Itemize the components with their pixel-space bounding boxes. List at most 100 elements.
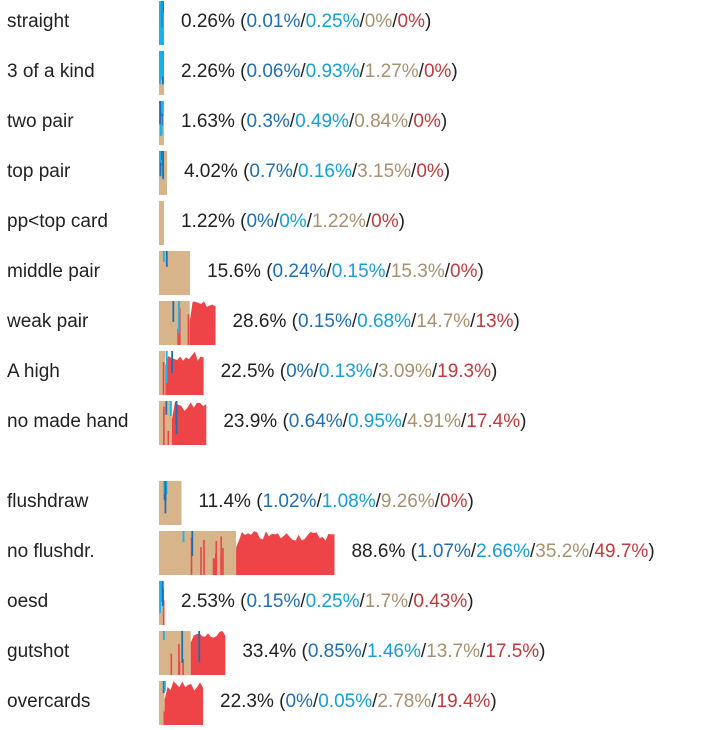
value-label: 28.6% (0.15%/0.68%/14.7%/13%) [232,311,519,332]
value-label: 22.5% (0%/0.13%/3.09%/19.3%) [221,361,498,382]
category-label: oesd [7,591,48,612]
bar-texture [161,581,164,606]
bar-texture [203,540,205,575]
value-label: 1.63% (0.3%/0.49%/0.84%/0%) [181,111,447,132]
bar-segment-red [236,531,335,575]
bar-texture [165,401,168,415]
bar-texture [167,430,170,445]
row-oesd: oesd 2.53% (0.15%/0.25%/1.7%/0.43%) [7,581,474,625]
row-gutshot: gutshot 33.4% (0.85%/1.46%/13.7%/17.5%) [7,631,546,675]
bar-texture [191,531,194,556]
row-no-flushdr-: no flushdr. 88.6% (1.07%/2.66%/35.2%/49.7… [7,531,655,575]
category-label: no made hand [7,411,129,432]
row-flushdraw: flushdraw 11.4% (1.02%/1.08%/9.26%/0%) [7,481,474,525]
bar-segment-tan [159,581,164,625]
category-label: gutshot [7,641,70,662]
bar-texture [220,536,222,575]
bar-texture [160,151,162,163]
stacked-bar [159,201,164,245]
value-label: 2.26% (0.06%/0.93%/1.27%/0%) [181,61,458,82]
bar-texture [178,644,180,675]
stacked-bar [159,481,182,525]
value-label: 11.4% (1.02%/1.08%/9.26%/0%) [198,491,473,512]
bar-texture [162,631,165,640]
bar-texture [171,351,173,374]
value-label: 0.26% (0.01%/0.25%/0%/0%) [181,11,431,32]
bar-segment-tan [159,531,237,575]
bar-texture [181,631,184,663]
bar-segment-red [164,681,204,725]
category-label: two pair [7,111,74,132]
bar-texture [213,558,216,575]
bar-texture [215,553,217,575]
bar-texture [161,51,164,77]
row-weak-pair: weak pair 28.6% (0.15%/0.68%/14.7%/13%) [6,301,520,345]
row-pp-top-card: pp<top card 1.22% (0%/0%/1.22%/0%) [7,201,405,245]
stacked-bar [159,101,164,145]
category-label: A high [7,361,60,382]
category-label: top pair [7,161,71,182]
bar-texture [169,401,172,416]
value-label: 33.4% (0.85%/1.46%/13.7%/17.5%) [242,641,545,662]
stacked-bar [159,351,204,395]
stacked-bar [159,401,207,445]
bar-texture [162,362,165,395]
value-label: 88.6% (1.07%/2.66%/35.2%/49.7%) [351,541,654,562]
bar-texture [159,101,161,124]
bar-texture [162,151,164,179]
value-label: 4.02% (0.7%/0.16%/3.15%/0%) [184,161,450,182]
bar-texture [165,351,168,384]
bar-texture [190,537,193,575]
bar-texture [177,328,179,345]
bar-texture [170,653,173,675]
stacked-bar [159,251,191,295]
bar-texture [212,558,215,575]
bar-texture [161,101,164,114]
bar-segment-red [189,301,216,345]
category-label: 3 of a kind [7,61,95,82]
bar-texture [159,151,162,177]
row-two-pair: two pair 1.63% (0.3%/0.49%/0.84%/0%) [7,101,447,145]
bar-texture [187,314,190,345]
bar-texture [160,101,163,111]
bar-texture [222,547,224,575]
bar-texture [163,711,166,725]
row-3-of-a-kind: 3 of a kind 2.26% (0.06%/0.93%/1.27%/0%) [7,51,458,95]
row-straight: straight 0.26% (0.01%/0.25%/0%/0%) [7,1,431,45]
category-label: no flushdr. [7,541,95,562]
value-label: 22.3% (0%/0.05%/2.78%/19.4%) [220,691,497,712]
row-a-high: A high 22.5% (0%/0.13%/3.09%/19.3%) [7,351,497,395]
bar-segment-tan [159,301,190,345]
stacked-bar [159,631,226,675]
stacked-bar [159,581,165,625]
bar-texture [162,681,165,693]
value-label: 23.9% (0.64%/0.95%/4.91%/17.4%) [223,411,526,432]
bar-texture [160,101,163,129]
bar-segment-tan [159,351,166,395]
bar-texture [159,1,162,31]
stacked-bar [159,151,167,195]
bar-texture [178,301,180,334]
value-label: 15.6% (0.24%/0.15%/15.3%/0%) [207,261,484,282]
stacked-bar [159,51,164,95]
bar-texture [163,406,165,445]
category-label: flushdraw [7,491,89,512]
stacked-bar [159,531,335,575]
category-label: middle pair [7,261,101,282]
bar-texture [160,581,162,602]
category-label: straight [7,11,70,32]
row-no-made-hand: no made hand 23.9% (0.64%/0.95%/4.91%/17.… [7,401,526,445]
category-label: pp<top card [7,211,108,232]
value-label: 2.53% (0.15%/0.25%/1.7%/0.43%) [181,591,474,612]
bar-segment-tan [159,681,165,725]
stacked-bar [159,301,216,345]
row-top-pair: top pair 4.02% (0.7%/0.16%/3.15%/0%) [7,151,450,195]
bar-texture [182,659,184,675]
row-middle-pair: middle pair 15.6% (0.24%/0.15%/15.3%/0%) [7,251,484,295]
bar-texture [172,301,175,322]
bar-texture [200,547,202,575]
bar-texture [198,631,201,663]
bar-texture [162,599,165,625]
bar-texture [165,251,168,267]
